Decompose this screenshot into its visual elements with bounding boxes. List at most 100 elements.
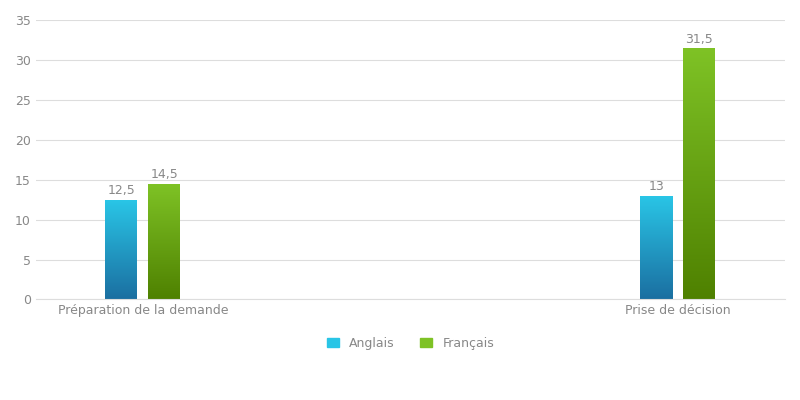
Bar (641, 254, 673, 255)
Bar (148, 193, 180, 194)
Bar (641, 290, 673, 291)
Bar (106, 218, 138, 219)
Bar (106, 253, 138, 254)
Bar (148, 184, 180, 185)
Bar (106, 284, 138, 285)
Bar (148, 208, 180, 209)
Bar (641, 295, 673, 296)
Bar (683, 77, 715, 78)
Bar (106, 297, 138, 298)
Bar (106, 250, 138, 251)
Bar (683, 159, 715, 160)
Bar (683, 166, 715, 168)
Bar (148, 280, 180, 281)
Bar (641, 252, 673, 253)
Bar (683, 146, 715, 147)
Bar (683, 169, 715, 170)
Bar (106, 273, 138, 274)
Bar (148, 250, 180, 251)
Bar (148, 289, 180, 290)
Bar (106, 274, 138, 275)
Bar (641, 237, 673, 238)
Bar (106, 255, 138, 256)
Bar (148, 215, 180, 216)
Bar (641, 296, 673, 297)
Bar (106, 211, 138, 212)
Bar (683, 69, 715, 70)
Bar (683, 206, 715, 208)
Bar (683, 209, 715, 210)
Bar (148, 197, 180, 198)
Bar (106, 222, 138, 223)
Bar (683, 244, 715, 246)
Bar (683, 53, 715, 54)
Bar (148, 231, 180, 232)
Bar (148, 217, 180, 218)
Bar (148, 270, 180, 271)
Bar (148, 219, 180, 220)
Bar (106, 258, 138, 259)
Bar (106, 287, 138, 288)
Bar (641, 204, 673, 205)
Bar (106, 294, 138, 295)
Bar (106, 290, 138, 291)
Bar (106, 275, 138, 276)
Bar (148, 226, 180, 227)
Bar (641, 286, 673, 287)
Bar (106, 237, 138, 238)
Bar (641, 246, 673, 247)
Bar (148, 257, 180, 258)
Bar (683, 288, 715, 290)
Bar (683, 212, 715, 213)
Bar (683, 260, 715, 262)
Bar (641, 251, 673, 252)
Bar (641, 233, 673, 234)
Bar (106, 272, 138, 273)
Bar (683, 259, 715, 260)
Bar (106, 208, 138, 209)
Bar (683, 91, 715, 92)
Bar (683, 222, 715, 223)
Bar (683, 216, 715, 218)
Bar (106, 215, 138, 216)
Bar (641, 276, 673, 277)
Bar (148, 223, 180, 224)
Bar (641, 232, 673, 233)
Bar (683, 256, 715, 257)
Bar (683, 284, 715, 286)
Bar (683, 88, 715, 90)
Bar (641, 226, 673, 227)
Bar (641, 207, 673, 208)
Bar (683, 257, 715, 258)
Bar (683, 199, 715, 200)
Bar (683, 70, 715, 72)
Bar (106, 213, 138, 214)
Bar (148, 204, 180, 205)
Bar (148, 196, 180, 197)
Bar (106, 248, 138, 249)
Bar (683, 154, 715, 155)
Bar (683, 103, 715, 104)
Bar (106, 271, 138, 272)
Bar (641, 198, 673, 199)
Bar (683, 230, 715, 232)
Bar (106, 226, 138, 227)
Bar (148, 251, 180, 252)
Bar (641, 221, 673, 222)
Bar (641, 249, 673, 250)
Bar (641, 228, 673, 229)
Bar (641, 261, 673, 262)
Bar (148, 213, 180, 214)
Bar (683, 270, 715, 272)
Bar (683, 254, 715, 256)
Bar (683, 161, 715, 162)
Bar (148, 237, 180, 238)
Bar (148, 275, 180, 276)
Bar (683, 160, 715, 161)
Bar (683, 132, 715, 134)
Bar (106, 231, 138, 232)
Bar (148, 253, 180, 254)
Bar (148, 260, 180, 261)
Bar (106, 216, 138, 217)
Bar (683, 220, 715, 222)
